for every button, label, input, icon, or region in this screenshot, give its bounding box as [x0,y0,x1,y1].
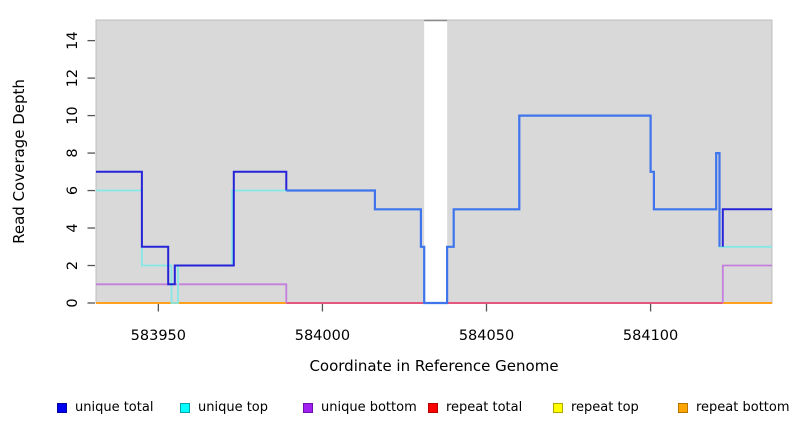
legend-swatch-icon [678,402,688,413]
legend-label: repeat bottom [696,400,790,415]
legend-swatch-icon [303,402,313,413]
legend-label: repeat total [446,400,523,415]
x-tick-label: 584000 [295,328,350,344]
x-tick-label: 583950 [131,328,186,344]
y-tick-label: 12 [65,69,81,87]
legend-label: unique total [75,400,154,415]
x-tick-label: 584050 [459,328,514,344]
legend-item-unique-top: unique top [180,400,268,415]
legend-swatch-icon [553,402,563,413]
unique-total-overlap-top-line [286,114,721,305]
legend-item-repeat-total: repeat total [428,400,522,415]
plot-area: 583950 584000 584050 584100 0 2 4 6 8 10 12 14 [65,19,773,344]
y-tick-label: 0 [65,298,81,307]
x-axis-title: Coordinate in Reference Genome [309,357,558,375]
legend-label: unique bottom [321,400,417,415]
legend-label: unique top [198,400,269,415]
y-tick-label: 8 [65,148,81,157]
unique-bottom-left-line [96,283,288,303]
legend-swatch-icon [180,402,190,413]
y-tick-label: 2 [65,261,81,270]
y-tick-label: 14 [65,31,81,49]
unique-bottom-right-line [721,264,772,303]
legend-item-repeat-top: repeat top [553,400,639,415]
legend-swatch-icon [57,402,67,413]
y-tick-label: 6 [65,186,81,195]
y-axis-title: Read Coverage Depth [10,79,28,244]
legend-label: repeat top [571,400,639,415]
legend: unique total unique top unique bottom repea… [0,398,792,424]
unique-total-left-line [96,170,288,286]
y-tick-label: 4 [65,223,81,232]
legend-item-repeat-bottom: repeat bottom [678,400,790,415]
legend-swatch-icon [428,402,438,413]
legend-item-unique-bottom: unique bottom [303,400,417,415]
legend-item-unique-total: unique total [57,400,153,415]
x-tick-label: 584100 [623,328,678,344]
coverage-gap-band [424,21,448,303]
unique-total-right-line [721,208,772,247]
y-tick-label: 10 [65,106,81,124]
